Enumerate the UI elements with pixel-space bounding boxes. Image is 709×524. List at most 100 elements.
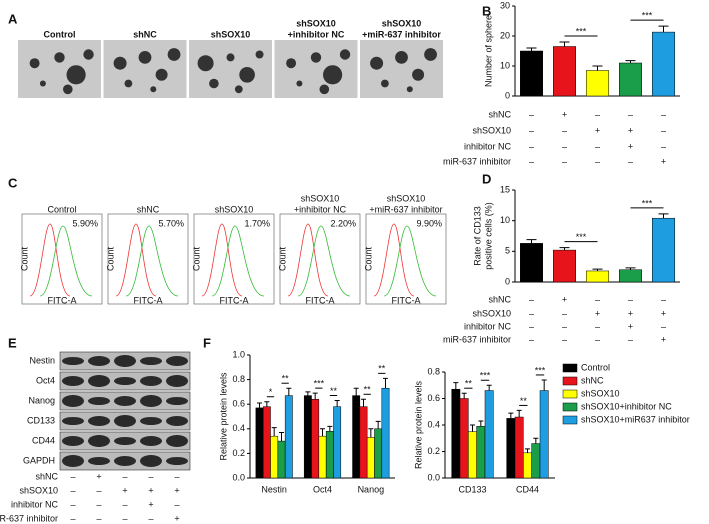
error-bar [625, 267, 636, 270]
blot-band [62, 395, 84, 407]
legend-label: shSOX10+miR637 inhibitor [581, 414, 690, 424]
error-bar [271, 427, 277, 437]
sphere [296, 80, 303, 87]
error-bar [327, 425, 333, 432]
blot-band [166, 397, 188, 405]
error-bar [525, 448, 530, 453]
error-bar [508, 412, 514, 419]
condition-mark: – [96, 499, 101, 509]
flow-percentage: 5.90% [72, 218, 98, 228]
flow-x-label: FITC-A [306, 295, 335, 305]
flow-percentage: 9.90% [416, 218, 442, 228]
condition-mark: + [562, 294, 567, 304]
legend-label: Control [581, 362, 610, 372]
legend-swatch [562, 389, 578, 399]
bar [311, 399, 320, 479]
y-tick-label: 0.0 [232, 472, 245, 482]
panel-letter: B [482, 3, 491, 18]
sphere [54, 52, 65, 63]
flow-label: shSOX10 [215, 204, 254, 214]
histogram-red [201, 223, 243, 297]
legend-swatch [562, 376, 578, 386]
condition-mark: – [529, 308, 534, 318]
bar [514, 416, 524, 479]
bar [468, 431, 477, 479]
image-label: shSOX10 [211, 29, 251, 39]
flow-percentage: 2.20% [330, 218, 356, 228]
sphere [395, 51, 408, 64]
significance-label: * [269, 387, 273, 397]
y-tick-label: 0.8 [232, 374, 245, 384]
sphere [150, 86, 157, 93]
bar [506, 418, 516, 479]
blot-band [62, 357, 84, 365]
condition-mark: – [595, 109, 600, 119]
blot-band [166, 356, 188, 366]
bar [652, 31, 675, 97]
condition-mark: – [595, 321, 600, 331]
protein-label: Nanog [28, 395, 55, 405]
image-label: shNC [133, 29, 157, 39]
y-tick-label: 20 [500, 30, 510, 40]
condition-mark: – [70, 471, 75, 481]
error-bar [461, 392, 467, 399]
condition-mark: – [96, 485, 101, 495]
bar [325, 431, 334, 479]
bar [586, 70, 609, 97]
condition-name: inhibitor NC [11, 499, 59, 509]
significance-label: *** [642, 198, 653, 208]
bar [523, 452, 532, 479]
condition-name: inhibitor NC [464, 321, 512, 331]
error-bar [526, 239, 537, 244]
error-bar [382, 377, 388, 389]
image-label: +miR-637 inhibitor [362, 29, 441, 39]
condition-mark: – [628, 156, 633, 166]
histogram-red [373, 223, 415, 297]
sphere [319, 84, 330, 95]
error-bar [264, 401, 270, 407]
condition-mark: + [661, 308, 666, 318]
condition-mark: + [628, 308, 633, 318]
x-tick-label: CD133 [458, 484, 486, 494]
sphere [226, 53, 235, 62]
sphere [197, 55, 214, 72]
condition-mark: – [70, 485, 75, 495]
blot-band [88, 457, 110, 465]
condition-mark: + [661, 334, 666, 344]
significance-label: ** [330, 386, 338, 396]
error-bar [486, 384, 492, 391]
condition-mark: – [122, 513, 127, 523]
bar [520, 243, 543, 283]
flow-y-label: Count [19, 247, 29, 272]
condition-mark: + [562, 109, 567, 119]
condition-mark: + [628, 125, 633, 135]
flow-x-label: FITC-A [134, 295, 163, 305]
bar [255, 407, 264, 479]
image-label: shSOX10 [382, 18, 422, 28]
flow-label: +inhibitor NC [294, 204, 347, 214]
y-tick-label: 0.2 [427, 446, 440, 456]
condition-mark: – [529, 294, 534, 304]
y-tick-label: 10 [500, 215, 510, 225]
y-axis-label: Relative protein levels [413, 380, 423, 469]
legend-swatch [562, 402, 578, 412]
error-bar [592, 65, 603, 71]
blot-band [88, 397, 110, 405]
bar [553, 46, 576, 97]
condition-mark: – [661, 294, 666, 304]
significance-label: ** [364, 385, 372, 395]
blot-band [166, 416, 188, 426]
sphere [339, 49, 351, 60]
significance-label: ** [282, 374, 290, 384]
flow-x-label: FITC-A [220, 295, 249, 305]
significance-label: ** [378, 364, 386, 374]
condition-mark: + [122, 485, 127, 495]
condition-mark: – [661, 125, 666, 135]
blot-band [114, 396, 136, 406]
error-bar [334, 400, 340, 407]
condition-name: miR-637 inhibitor [443, 334, 511, 344]
y-tick-label: 0.4 [232, 423, 245, 433]
bar [270, 435, 279, 479]
histogram-green [297, 225, 351, 297]
